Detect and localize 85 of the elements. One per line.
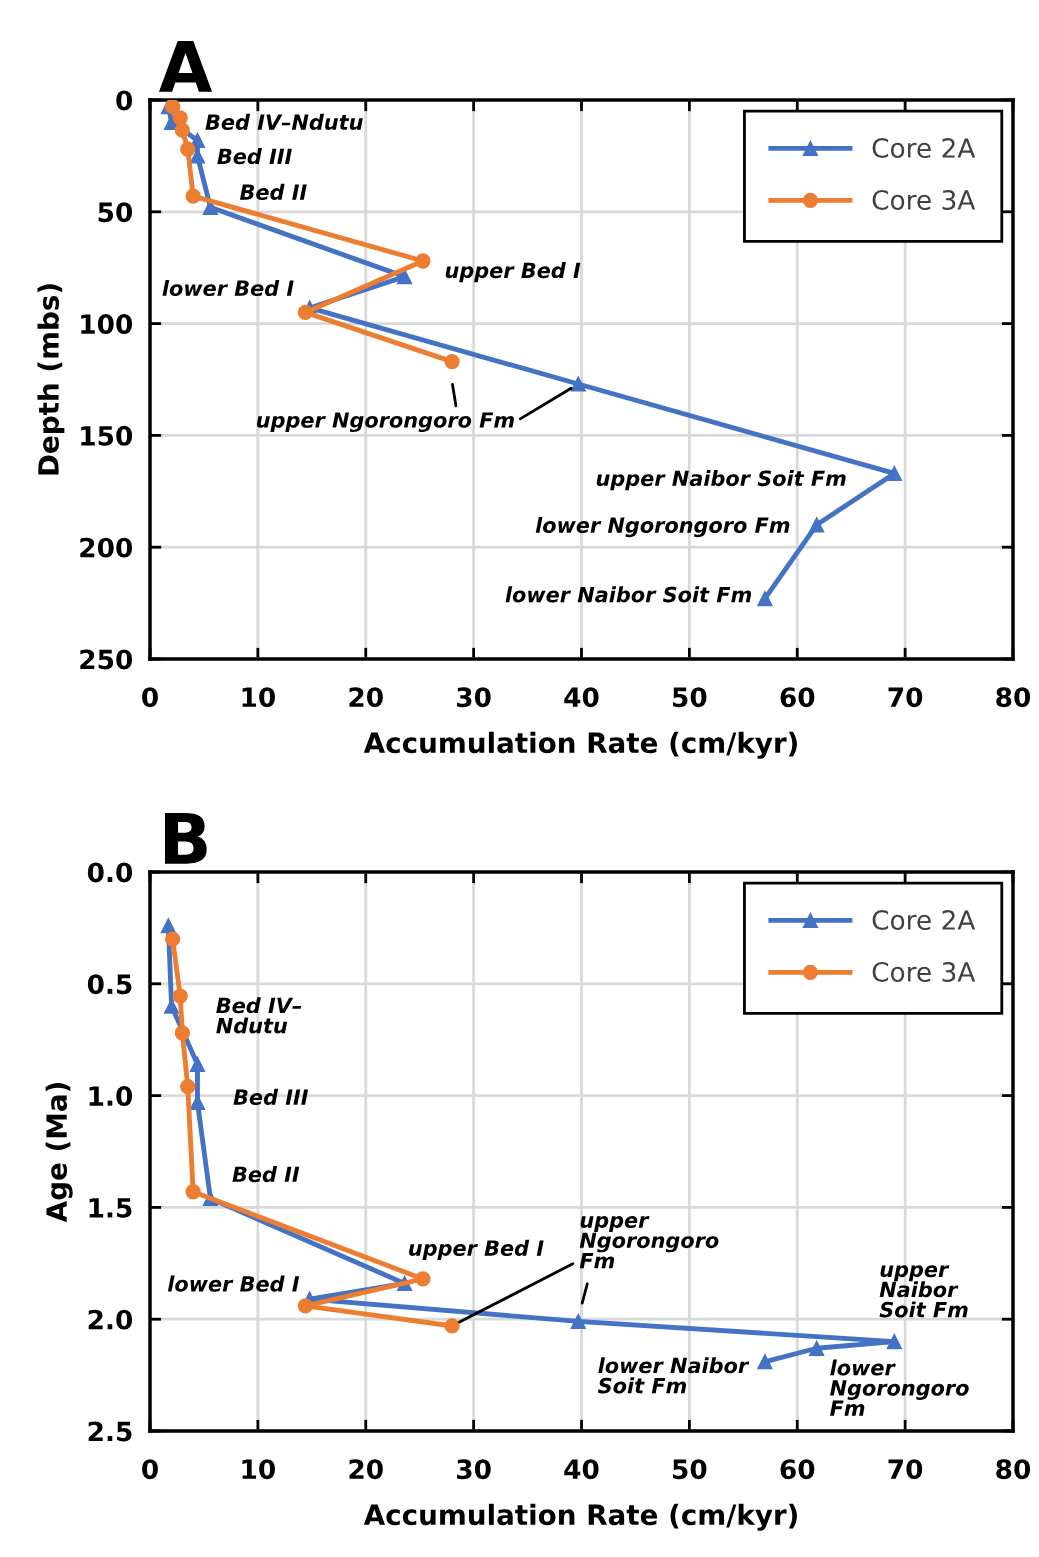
x-axis-title: Accumulation Rate (cm/kyr) [363, 731, 797, 759]
point [415, 253, 431, 269]
x-tick-label: 0 [142, 687, 158, 708]
chart-title: A [158, 41, 213, 92]
y-tick-label: 150 [81, 425, 133, 446]
point [396, 269, 413, 285]
y-axis-title: Depth (mbs) [37, 284, 65, 475]
annotation: upper Bed I [445, 262, 581, 283]
point [174, 1025, 191, 1041]
point [809, 517, 825, 533]
legend-label: Core 2A [872, 138, 976, 158]
point [444, 1318, 460, 1334]
annotation: Bed II [239, 183, 307, 200]
y-tick-label: 250 [80, 649, 133, 670]
x-tick-label: 70 [888, 687, 923, 708]
annotation: upper Naibor Soit Fm [879, 1265, 968, 1318]
legend-label: Core 3A [872, 961, 976, 982]
point [185, 1184, 201, 1200]
y-tick-label: 100 [81, 314, 133, 334]
x-tick-label: 50 [673, 687, 707, 708]
point [172, 988, 188, 1004]
x-tick-label: 10 [242, 687, 275, 708]
y-tick-label: 0.5 [87, 974, 132, 995]
y-tick-label: 2.5 [88, 1421, 132, 1442]
x-tick-label: 20 [349, 1459, 383, 1480]
y-tick-label: 1.0 [89, 1086, 133, 1106]
point [570, 1313, 586, 1330]
point [809, 1340, 825, 1356]
x-tick-label: 70 [888, 1459, 923, 1480]
annotation: Bed IV–Ndutu [205, 113, 363, 130]
annotation: lower Bed I [167, 1275, 300, 1292]
y-axis-title: Age (Ma) [45, 1083, 73, 1223]
point [180, 1079, 196, 1095]
legend-label: Core 3A [872, 189, 976, 210]
point [415, 1271, 431, 1287]
point [165, 931, 181, 947]
x-tick-label: 10 [242, 1459, 275, 1480]
annotation: Bed III [233, 1088, 309, 1105]
x-tick-label: 40 [564, 687, 599, 708]
annotation: lower Naibor Soit Fm [505, 586, 752, 603]
y-tick-label: 1.5 [89, 1198, 132, 1218]
point [172, 110, 188, 126]
point [886, 465, 902, 482]
x-tick-label: 80 [996, 1459, 1031, 1480]
annotation: Bed IV– Ndutu [216, 997, 302, 1034]
annotation: Bed III [217, 148, 292, 165]
x-axis-title: Accumulation Rate (cm/kyr) [363, 1503, 797, 1531]
x-tick-label: 50 [673, 1459, 707, 1480]
point [886, 1333, 902, 1350]
annotation: lower Bed I [162, 279, 294, 297]
point [174, 122, 191, 138]
point [160, 918, 176, 934]
x-tick-label: 60 [780, 1459, 815, 1480]
x-tick-label: 40 [564, 1459, 599, 1480]
annotation: upper Ngorongoro Fm [579, 1216, 719, 1269]
y-tick-label: 50 [98, 202, 133, 223]
point [165, 100, 181, 115]
point [180, 141, 196, 157]
point [185, 188, 201, 204]
annotation: upper Naibor Soit Fm [596, 470, 846, 491]
x-tick-label: 0 [142, 1459, 158, 1480]
annotation: lower Ngorongoro Fm [535, 516, 790, 538]
y-tick-label: 200 [80, 537, 133, 558]
point [444, 353, 460, 370]
point [297, 1298, 313, 1314]
point [570, 376, 586, 392]
annotation: Bed II [232, 1166, 300, 1183]
point [757, 1354, 773, 1370]
annotation: lower Ngorongoro Fm [830, 1359, 969, 1416]
chart-title: B [165, 813, 207, 864]
y-tick-label: 2.0 [88, 1309, 133, 1330]
x-tick-label: 30 [457, 1459, 491, 1480]
x-tick-label: 20 [349, 687, 383, 708]
y-tick-label: 0.0 [87, 862, 133, 883]
x-tick-label: 60 [780, 687, 815, 708]
point [297, 304, 313, 321]
x-tick-label: 80 [996, 687, 1031, 708]
x-tick-label: 30 [457, 687, 491, 708]
annotation: upper Bed I [409, 1239, 544, 1260]
point [757, 590, 773, 607]
y-tick-label: 0 [116, 90, 133, 111]
annotation: upper Ngorongoro Fm [256, 412, 514, 433]
point [189, 1056, 206, 1072]
annotation: lower Naibor Soit Fm [598, 1357, 750, 1394]
legend-label: Core 2A [872, 910, 976, 930]
